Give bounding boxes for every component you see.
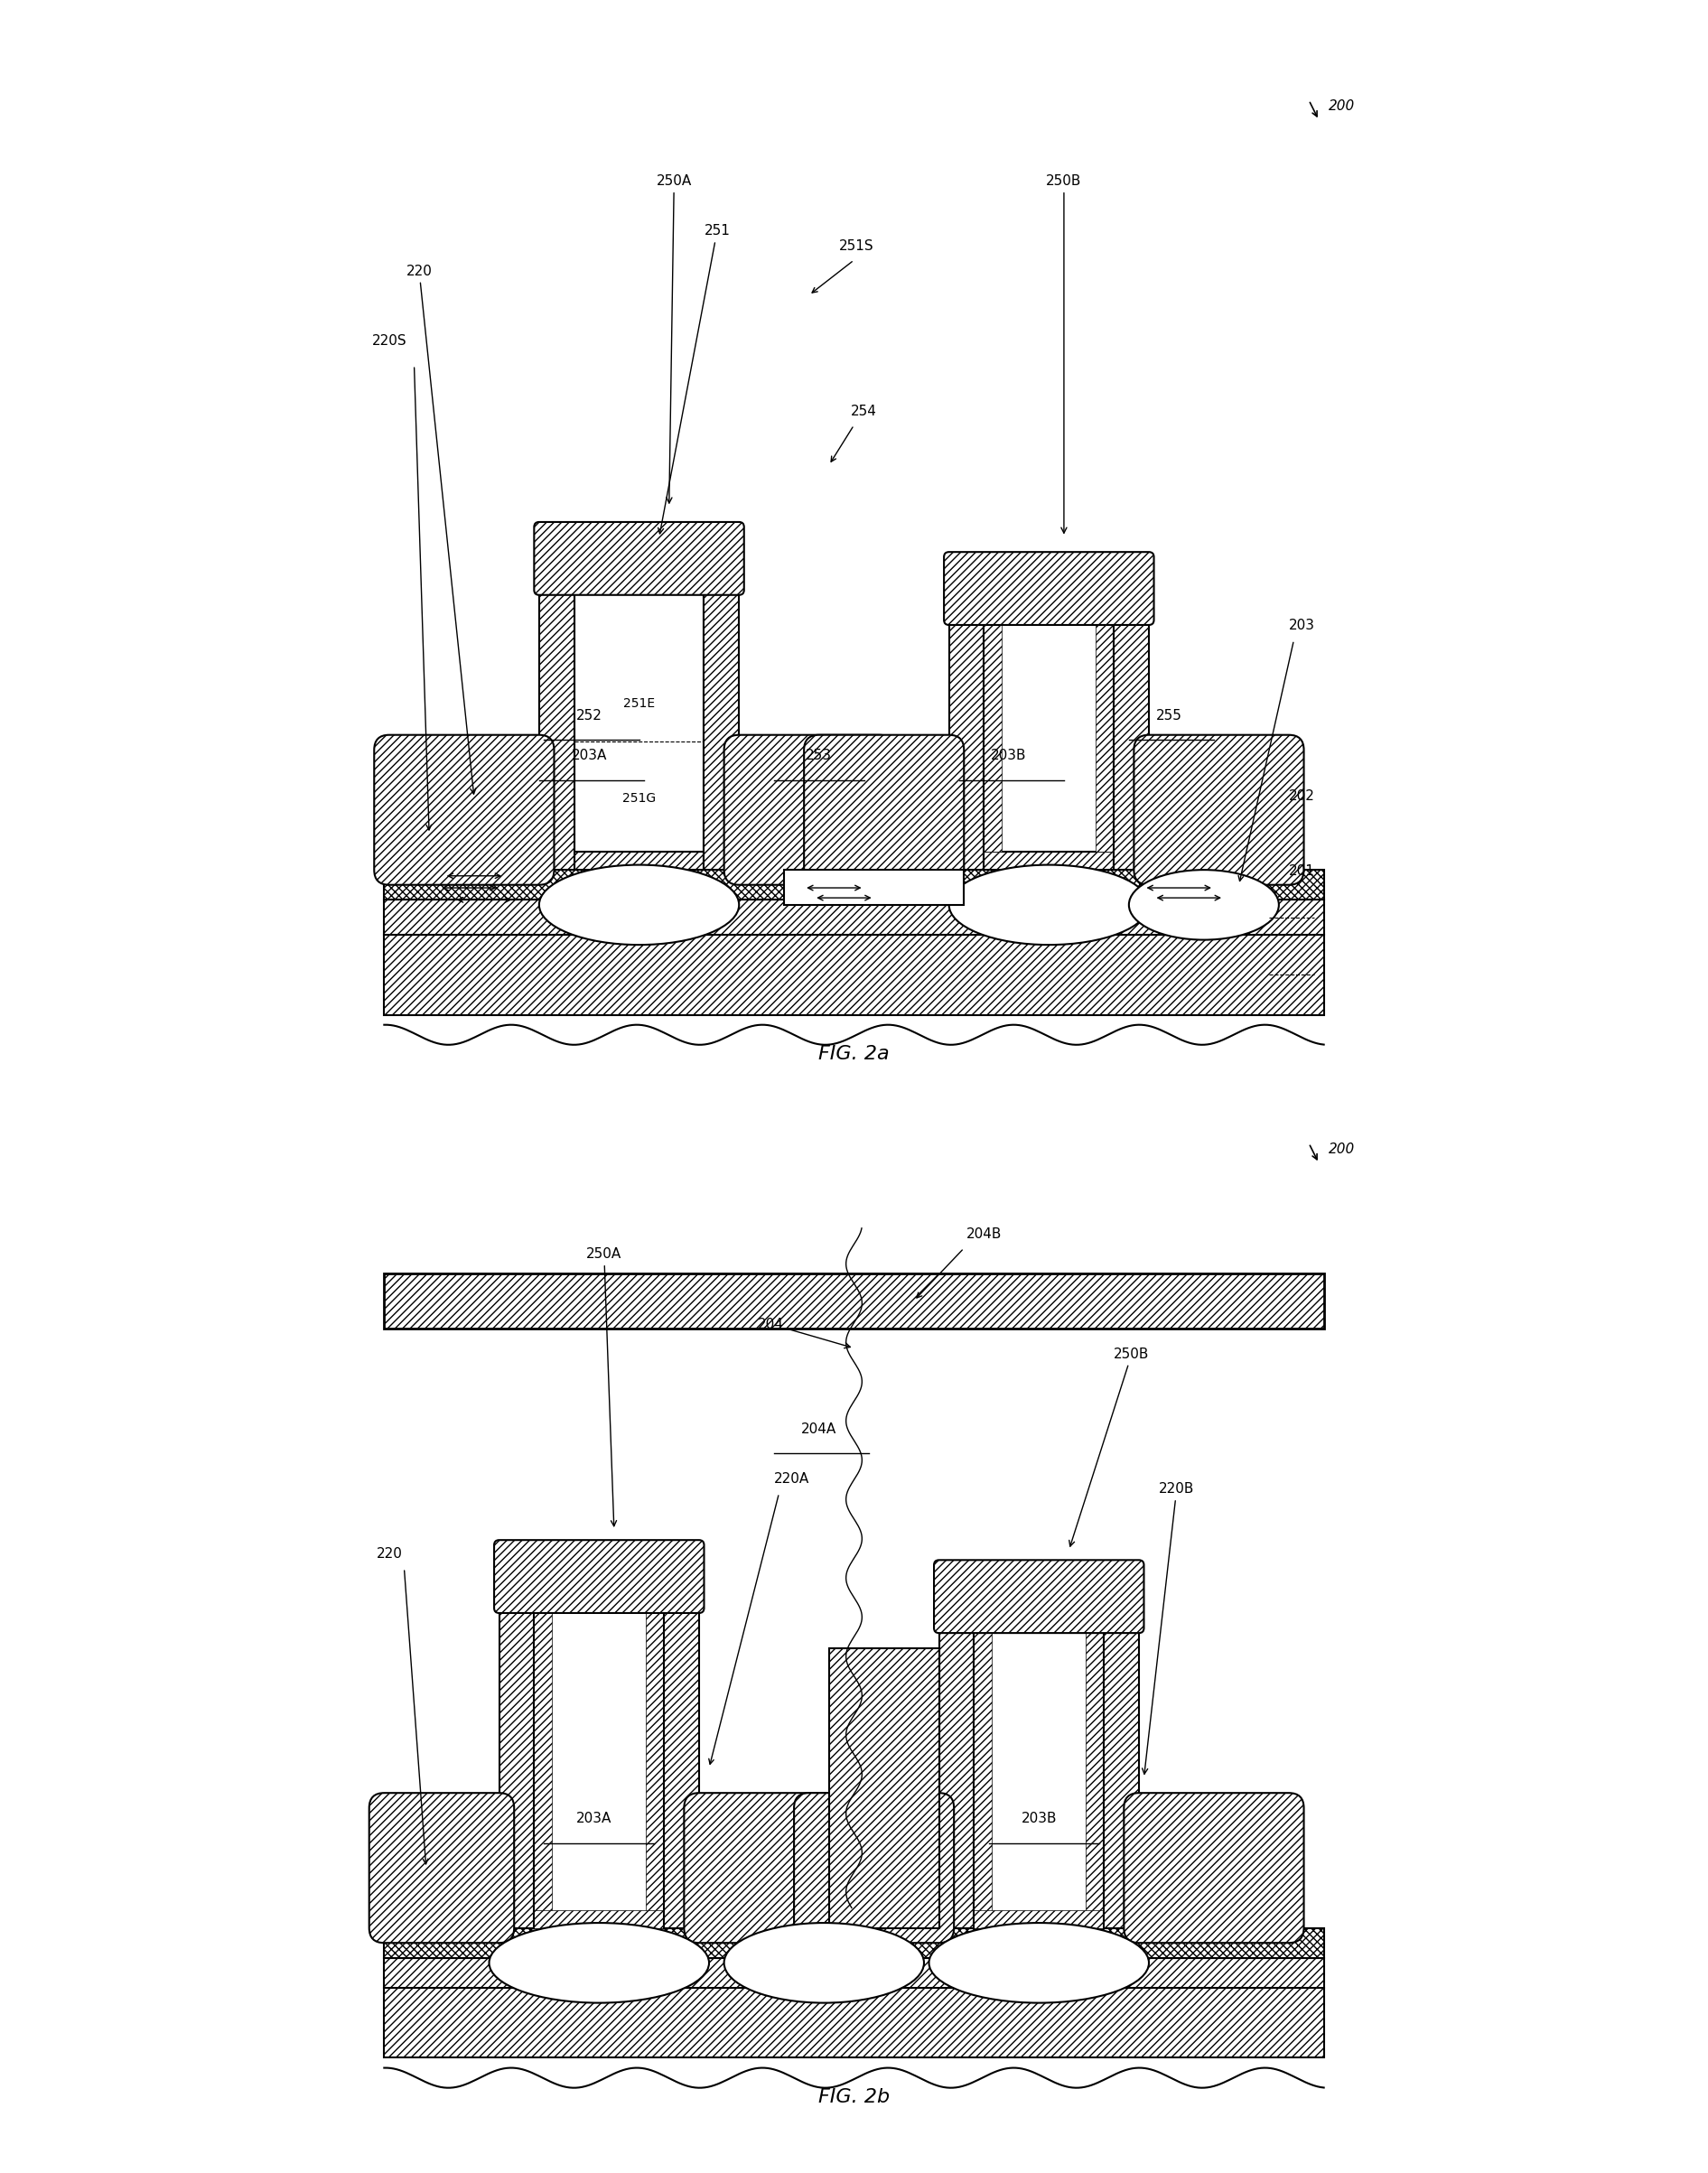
Text: 203B: 203B	[991, 750, 1027, 763]
Text: 220A: 220A	[774, 1473, 810, 1486]
Text: 203B: 203B	[1021, 1812, 1057, 1825]
FancyBboxPatch shape	[794, 1793, 955, 1943]
Bar	[1086, 1628, 1103, 1927]
Bar	[574, 852, 704, 869]
Bar	[535, 1910, 664, 1927]
Ellipse shape	[488, 1923, 709, 2004]
FancyBboxPatch shape	[1124, 1793, 1303, 1943]
Text: 250A: 250A	[586, 1247, 622, 1525]
Text: 220: 220	[376, 1547, 401, 1560]
Text: 200: 200	[1329, 1143, 1354, 1156]
Text: 254: 254	[851, 404, 876, 417]
Bar	[646, 1608, 664, 1927]
Bar	[984, 852, 1114, 869]
Text: 255: 255	[1156, 708, 1182, 724]
FancyBboxPatch shape	[374, 734, 553, 884]
Ellipse shape	[950, 865, 1149, 945]
FancyBboxPatch shape	[804, 734, 963, 884]
Bar	[540, 591, 574, 869]
Text: 204: 204	[758, 1317, 851, 1347]
FancyBboxPatch shape	[369, 1793, 514, 1943]
Bar	[974, 1910, 1103, 1927]
Bar	[384, 1988, 1324, 2058]
Text: 202: 202	[1290, 789, 1315, 802]
Text: 220: 220	[407, 265, 477, 793]
Text: 250B: 250B	[1069, 1347, 1149, 1547]
Bar	[1114, 619, 1149, 869]
Bar	[664, 1608, 699, 1927]
Text: 204B: 204B	[967, 1228, 1001, 1241]
Text: 251S: 251S	[839, 239, 874, 252]
Bar	[1103, 1628, 1139, 1927]
Bar	[974, 1628, 1103, 1927]
Ellipse shape	[540, 865, 740, 945]
Bar	[384, 869, 1324, 900]
Text: 251: 251	[658, 224, 729, 535]
Bar	[384, 1273, 1324, 1328]
Text: 250B: 250B	[1045, 174, 1081, 532]
Bar	[384, 934, 1324, 1015]
Ellipse shape	[1129, 869, 1279, 941]
Text: 250A: 250A	[656, 174, 692, 504]
Text: 252: 252	[576, 708, 603, 724]
Text: 251G: 251G	[622, 791, 656, 804]
Text: 201: 201	[1290, 865, 1315, 878]
Text: FIG. 2a: FIG. 2a	[818, 1045, 890, 1063]
FancyBboxPatch shape	[1134, 734, 1303, 884]
Text: 253: 253	[806, 750, 832, 763]
Text: 203A: 203A	[570, 750, 606, 763]
Bar	[384, 1927, 1324, 1958]
Ellipse shape	[929, 1923, 1149, 2004]
FancyBboxPatch shape	[494, 1541, 704, 1612]
Text: 200: 200	[1329, 100, 1354, 113]
FancyBboxPatch shape	[535, 522, 745, 595]
Text: 220S: 220S	[372, 335, 407, 348]
Bar	[828, 1647, 939, 1927]
Text: 203: 203	[1290, 619, 1315, 632]
FancyBboxPatch shape	[685, 1793, 844, 1943]
Bar	[984, 619, 1003, 852]
Bar	[574, 589, 704, 852]
Text: FIG. 2b: FIG. 2b	[818, 2088, 890, 2106]
Bar	[384, 900, 1324, 934]
Bar	[704, 591, 740, 869]
Bar	[384, 1958, 1324, 1988]
Bar	[984, 619, 1114, 852]
Bar	[784, 869, 963, 904]
Text: 251E: 251E	[623, 698, 654, 711]
FancyBboxPatch shape	[945, 552, 1155, 626]
Bar	[535, 1608, 664, 1927]
Ellipse shape	[724, 1923, 924, 2004]
Text: 203A: 203A	[576, 1812, 611, 1825]
Bar	[499, 1608, 535, 1927]
FancyBboxPatch shape	[724, 734, 893, 884]
Bar	[1097, 619, 1114, 852]
Bar	[974, 1628, 992, 1927]
Bar	[939, 1628, 974, 1927]
Text: 220B: 220B	[1143, 1482, 1194, 1773]
Text: 204A: 204A	[801, 1423, 837, 1436]
Bar	[950, 619, 984, 869]
FancyBboxPatch shape	[934, 1560, 1144, 1634]
Bar	[535, 1608, 552, 1927]
